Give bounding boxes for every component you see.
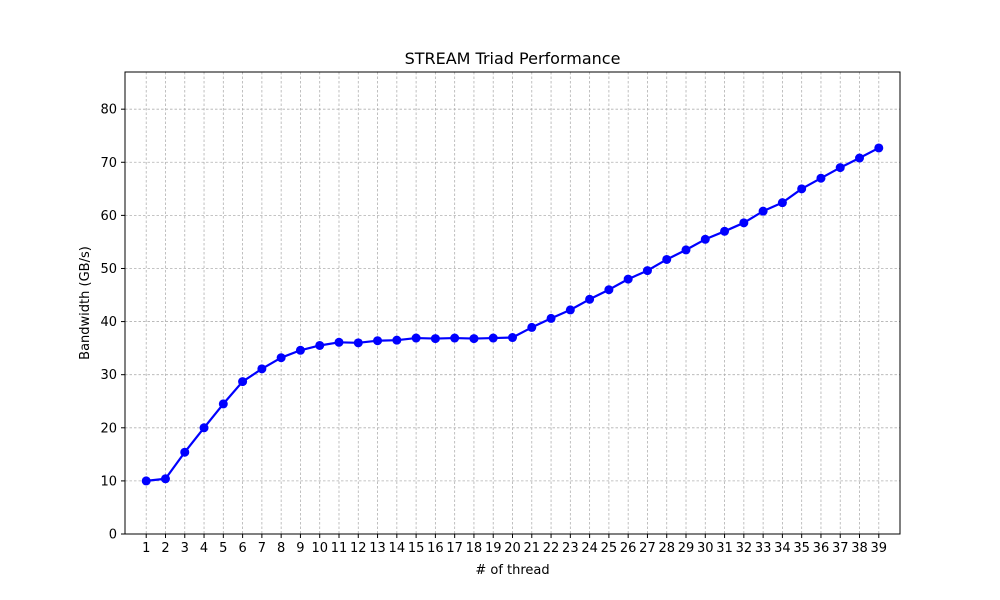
data-point (450, 333, 460, 343)
chart-title: STREAM Triad Performance (405, 49, 621, 68)
x-tick-label: 17 (446, 541, 463, 556)
data-point (373, 336, 383, 346)
x-tick-label: 14 (389, 541, 406, 556)
data-point (488, 333, 498, 343)
y-tick-label: 20 (100, 421, 117, 436)
y-tick-label: 60 (100, 209, 117, 224)
x-tick-label: 6 (238, 541, 246, 556)
x-tick-label: 24 (581, 541, 598, 556)
x-tick-label: 37 (832, 541, 849, 556)
data-point (276, 353, 286, 363)
data-point (411, 333, 421, 343)
x-tick-label: 25 (601, 541, 618, 556)
x-tick-label: 35 (793, 541, 810, 556)
data-point (180, 447, 190, 457)
x-tick-label: 7 (258, 541, 266, 556)
x-tick-label: 11 (331, 541, 348, 556)
x-tick-label: 3 (181, 541, 189, 556)
y-tick-label: 0 (109, 528, 117, 543)
x-tick-label: 30 (697, 541, 714, 556)
x-tick-label: 20 (504, 541, 521, 556)
x-tick-label: 15 (408, 541, 425, 556)
x-tick-label: 23 (562, 541, 579, 556)
data-point (720, 226, 730, 236)
x-tick-label: 26 (620, 541, 637, 556)
x-tick-label: 9 (296, 541, 304, 556)
data-point (642, 266, 652, 276)
x-tick-label: 1 (142, 541, 150, 556)
data-point (874, 143, 884, 153)
x-tick-label: 18 (466, 541, 483, 556)
data-point (681, 245, 691, 255)
data-point (141, 476, 151, 486)
x-tick-label: 39 (871, 541, 888, 556)
y-tick-label: 40 (100, 315, 117, 330)
x-tick-label: 8 (277, 541, 285, 556)
data-point (160, 474, 170, 484)
x-tick-label: 38 (851, 541, 868, 556)
x-tick-label: 12 (350, 541, 367, 556)
data-point (469, 334, 479, 344)
y-tick-label: 30 (100, 368, 117, 383)
x-tick-label: 5 (219, 541, 227, 556)
x-tick-label: 21 (524, 541, 541, 556)
data-point (238, 377, 248, 387)
data-point (758, 206, 768, 216)
data-point (739, 218, 749, 228)
x-tick-label: 28 (658, 541, 675, 556)
data-point (835, 163, 845, 173)
data-point (585, 294, 595, 304)
data-point (797, 184, 807, 194)
data-point (623, 274, 633, 284)
y-tick-label: 50 (100, 262, 117, 277)
data-point (334, 337, 344, 347)
data-point (700, 234, 710, 244)
data-point (527, 322, 537, 332)
x-tick-label: 16 (427, 541, 444, 556)
y-tick-label: 80 (100, 103, 117, 118)
data-point (199, 423, 209, 433)
y-tick-label: 70 (100, 156, 117, 171)
data-point (662, 254, 672, 264)
data-point (353, 338, 363, 348)
x-tick-label: 34 (774, 541, 791, 556)
x-tick-label: 2 (161, 541, 169, 556)
data-point (565, 305, 575, 315)
x-tick-label: 13 (369, 541, 386, 556)
x-tick-label: 32 (736, 541, 753, 556)
data-point (546, 313, 556, 323)
data-point (604, 285, 614, 295)
x-tick-label: 36 (813, 541, 830, 556)
x-tick-label: 29 (678, 541, 695, 556)
x-tick-label: 22 (543, 541, 560, 556)
data-point (392, 335, 402, 345)
series-points-group (141, 143, 884, 486)
data-point (315, 340, 325, 350)
y-tick-label: 10 (100, 474, 117, 489)
x-tick-label: 19 (485, 541, 502, 556)
y-axis-label: Bandwidth (GB/s) (78, 246, 93, 360)
x-tick-label: 33 (755, 541, 772, 556)
data-point (855, 153, 865, 163)
x-tick-label: 27 (639, 541, 656, 556)
x-tick-label: 4 (200, 541, 208, 556)
data-point (257, 364, 267, 374)
data-point (816, 173, 826, 183)
data-point (295, 345, 305, 355)
data-point (218, 399, 228, 409)
x-axis-ticks: 1 2 3 4 5 6 7 8 9 10 11 12 13 14 15 16 17 18 19 20 21 22 23 24 2… (142, 534, 887, 556)
data-point (777, 198, 787, 208)
data-point (430, 334, 440, 344)
x-tick-label: 10 (311, 541, 328, 556)
y-axis-ticks: 0 10 20 30 40 50 60 70 80 (100, 103, 125, 543)
x-tick-label: 31 (716, 541, 733, 556)
data-point (508, 333, 517, 343)
x-axis-label: # of thread (475, 563, 549, 578)
grid (125, 72, 900, 535)
